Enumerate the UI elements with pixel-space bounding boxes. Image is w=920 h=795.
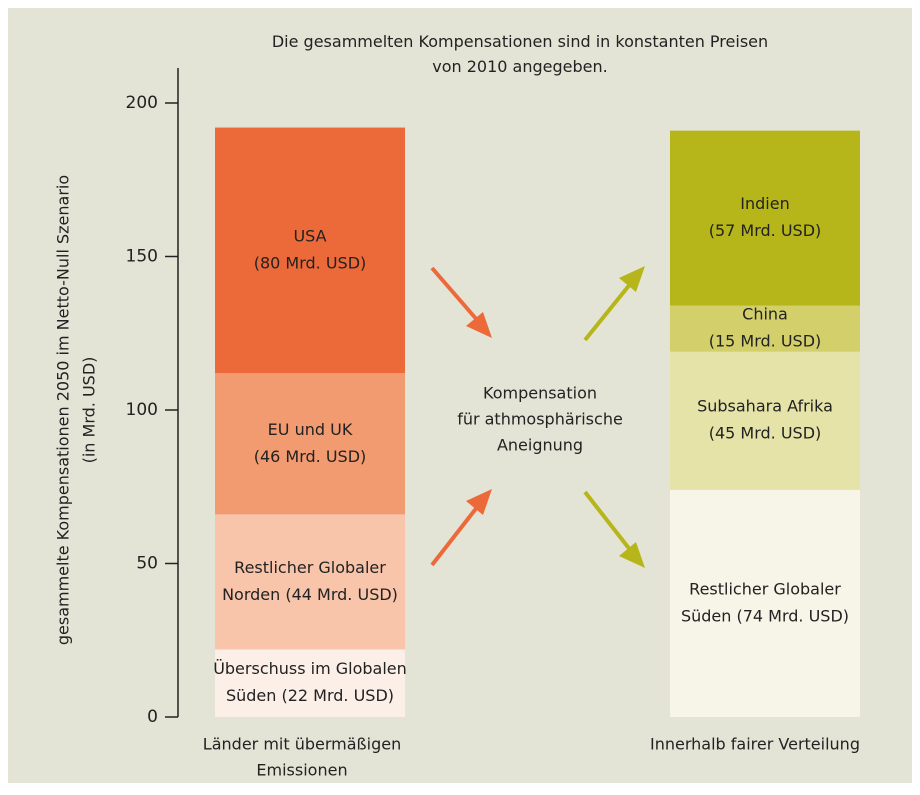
- data-label: (46 Mrd. USD): [254, 447, 367, 466]
- y-tick-label: 100: [126, 400, 158, 420]
- bar-segment: [215, 514, 405, 650]
- bar-segment: [670, 489, 860, 717]
- y-tick-label: 0: [147, 707, 158, 727]
- data-label: Restlicher Globaler: [234, 558, 386, 577]
- data-label: Überschuss im Globalen: [213, 659, 407, 678]
- data-label: Indien: [740, 194, 789, 213]
- data-label: Restlicher Globaler: [689, 579, 841, 598]
- x-tick-label: Länder mit übermäßigen: [203, 735, 401, 754]
- y-tick-label: 200: [126, 93, 158, 113]
- y-axis-label: gesammelte Kompensationen 2050 im Netto-…: [54, 175, 73, 645]
- chart-title: Die gesammelten Kompensationen sind in k…: [272, 32, 768, 51]
- bar-segment: [670, 351, 860, 490]
- y-axis-label: (in Mrd. USD): [80, 357, 99, 464]
- data-label: (80 Mrd. USD): [254, 253, 367, 272]
- bar-segment: [670, 305, 860, 352]
- data-label: (57 Mrd. USD): [709, 221, 822, 240]
- chart-title: von 2010 angegeben.: [432, 57, 607, 76]
- data-label: Süden (74 Mrd. USD): [681, 606, 849, 625]
- annotation: Aneignung: [497, 436, 583, 455]
- arrows: [430, 266, 645, 568]
- data-label: China: [742, 305, 788, 324]
- data-label: (45 Mrd. USD): [709, 424, 822, 443]
- data-label: Subsahara Afrika: [697, 397, 833, 416]
- bar-segment: [215, 649, 405, 717]
- y-tick-label: 50: [136, 554, 158, 574]
- bar-segment: [215, 127, 405, 374]
- x-tick-label: Innerhalb fairer Verteilung: [650, 735, 860, 754]
- data-label: Süden (22 Mrd. USD): [226, 686, 394, 705]
- data-label: EU und UK: [268, 420, 353, 439]
- y-tick-label: 150: [126, 247, 158, 267]
- x-tick-label: Emissionen: [256, 761, 347, 780]
- y-label-group: gesammelte Kompensationen 2050 im Netto-…: [54, 175, 99, 645]
- bar-segment: [215, 373, 405, 515]
- annotation: Kompensation: [483, 384, 597, 403]
- data-label: Norden (44 Mrd. USD): [222, 585, 398, 604]
- bar-segment: [670, 130, 860, 306]
- data-label: USA: [293, 226, 326, 245]
- annotation: für athmosphärische: [457, 410, 623, 429]
- data-label: (15 Mrd. USD): [709, 332, 822, 351]
